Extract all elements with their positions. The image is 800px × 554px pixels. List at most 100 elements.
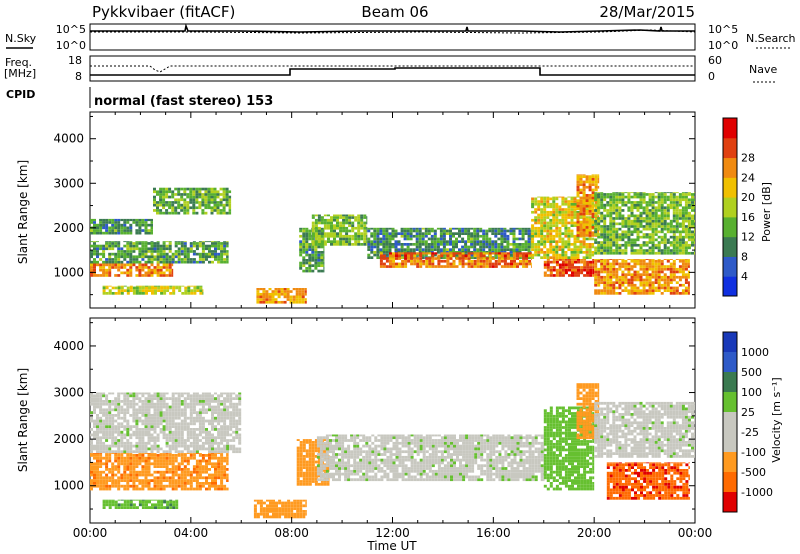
heatmap-cell: [603, 265, 607, 268]
heatmap-cell: [672, 243, 676, 247]
heatmap-cell: [363, 240, 367, 243]
heatmap-cell: [192, 408, 196, 412]
heatmap-cell: [162, 250, 166, 253]
heatmap-cell: [132, 414, 136, 417]
heatmap-cell: [114, 468, 118, 471]
heatmap-cell: [229, 425, 233, 428]
heatmap-cell: [624, 259, 628, 263]
heatmap-cell: [159, 400, 163, 403]
heatmap-cell: [219, 203, 223, 207]
heatmap-cell: [678, 222, 682, 226]
heatmap-cell: [694, 235, 695, 239]
heatmap-cell: [153, 425, 157, 428]
heatmap-cell: [446, 254, 450, 258]
heatmap-cell: [144, 263, 148, 267]
heatmap-cell: [588, 202, 592, 205]
heatmap-cell: [412, 243, 416, 246]
heatmap-cell: [678, 278, 682, 282]
heatmap-cell: [138, 221, 142, 224]
heatmap-cell: [530, 234, 532, 238]
heatmap-cell: [156, 422, 160, 426]
heatmap-cell: [491, 248, 495, 251]
heatmap-cell: [168, 260, 172, 264]
heatmap-cell: [516, 254, 519, 258]
heatmap-cell: [93, 468, 96, 471]
heatmap-cell: [120, 229, 124, 232]
heatmap-cell: [320, 256, 324, 259]
heatmap-cell: [406, 248, 410, 251]
heatmap-cell: [120, 247, 124, 251]
heatmap-cell: [208, 447, 211, 451]
heatmap-cell: [156, 242, 160, 245]
heatmap-cell: [327, 214, 330, 217]
heatmap-cell: [177, 436, 181, 440]
heatmap-cell: [156, 408, 160, 412]
heatmap-cell: [366, 240, 368, 243]
heatmap-cell: [645, 227, 649, 231]
heatmap-cell: [549, 210, 553, 214]
heatmap-cell: [585, 248, 589, 251]
heatmap-cell: [172, 286, 176, 290]
heatmap-cell: [606, 278, 610, 282]
heatmap-cell: [147, 260, 151, 264]
heatmap-cell: [412, 227, 416, 230]
heatmap-cell: [570, 224, 574, 227]
heatmap-cell: [407, 257, 411, 260]
heatmap-cell: [159, 414, 163, 417]
heatmap-cell: [320, 232, 324, 235]
heatmap-cell: [93, 411, 96, 414]
heatmap-cell: [639, 292, 643, 295]
heatmap-cell: [129, 450, 133, 454]
heatmap-cell: [105, 260, 109, 264]
heatmap-cell: [651, 259, 655, 263]
heatmap-cell: [418, 227, 422, 230]
heatmap-cell: [126, 271, 130, 275]
heatmap-cell: [645, 243, 649, 247]
heatmap-cell: [223, 397, 227, 400]
heatmap-cell: [153, 428, 157, 431]
heatmap-cell: [126, 226, 130, 230]
heatmap-cell: [238, 397, 242, 400]
heatmap-cell: [123, 255, 127, 259]
heatmap-cell: [177, 441, 181, 445]
heatmap-cell: [345, 221, 349, 225]
heatmap-cell: [311, 245, 315, 249]
heatmap-cell: [534, 221, 538, 225]
heatmap-cell: [93, 465, 96, 468]
heatmap-cell: [229, 422, 233, 426]
heatmap-cell: [449, 257, 453, 260]
heatmap-cell: [93, 436, 96, 440]
heatmap-cell: [579, 177, 583, 181]
heatmap-cell: [445, 240, 449, 243]
heatmap-cell: [132, 473, 136, 477]
heatmap-cell: [482, 243, 486, 246]
heatmap-cell: [467, 227, 471, 230]
heatmap-cell: [666, 198, 670, 202]
heatmap-cell: [642, 273, 646, 276]
heatmap-cell: [174, 433, 178, 437]
heatmap-cell: [654, 192, 658, 194]
heatmap-cell: [603, 193, 607, 196]
heatmap-cell: [96, 394, 99, 398]
heatmap-cell: [108, 453, 112, 454]
heatmap-cell: [385, 237, 389, 241]
heatmap-cell: [311, 229, 315, 233]
heatmap-cell: [360, 216, 364, 219]
heatmap-cell: [546, 210, 550, 214]
heatmap-cell: [684, 281, 688, 284]
heatmap-cell: [192, 241, 196, 243]
heatmap-cell: [586, 271, 590, 275]
heatmap-cell: [582, 220, 586, 224]
heatmap-cell: [174, 260, 178, 264]
heatmap-cell: [379, 248, 383, 251]
heatmap-cell: [90, 221, 93, 224]
heatmap-cell: [654, 219, 658, 223]
heatmap-cell: [111, 402, 115, 406]
heatmap-cell: [120, 439, 124, 442]
heatmap-cell: [138, 260, 142, 264]
heatmap-cell: [600, 203, 604, 207]
heatmap-cell: [302, 234, 306, 238]
heatmap-cell: [150, 400, 154, 403]
heatmap-cell: [633, 201, 637, 204]
heatmap-cell: [280, 300, 284, 304]
